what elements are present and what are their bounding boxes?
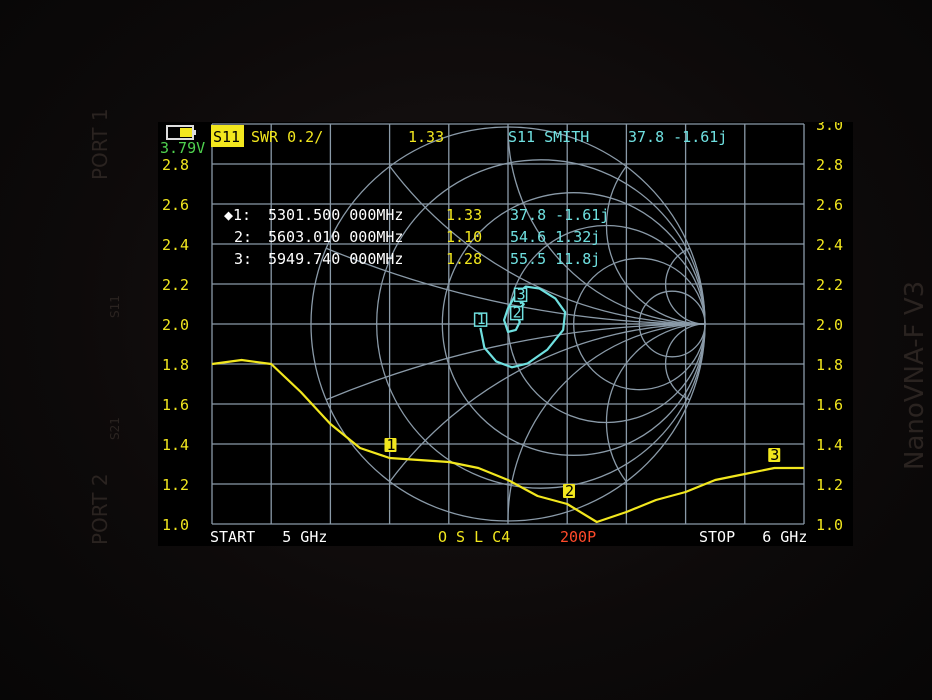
swr-marker-label: 2	[565, 482, 574, 500]
y-tick-label-right: 1.4	[816, 436, 843, 454]
y-tick-label-right: 1.8	[816, 356, 843, 374]
trace2-label[interactable]: S11 SMITH	[508, 128, 589, 146]
marker-2-impedance: 54.6 1.32j	[510, 228, 600, 246]
smith-reactance-arc	[507, 126, 706, 325]
swr-marker-3	[768, 448, 781, 462]
y-tick-label-left: 1.4	[162, 436, 189, 454]
y-tick-label-right: 1.0	[816, 516, 843, 534]
smith-reactance-arc	[664, 323, 706, 401]
s11-label: S11	[108, 295, 122, 318]
smith-reactance-arc	[325, 323, 706, 401]
smith-reactance-arc	[605, 166, 706, 325]
s21-label: S21	[108, 417, 122, 440]
y-tick-label-left: 1.2	[162, 476, 189, 494]
smith-marker-label: 1	[477, 310, 486, 328]
y-tick-label-left: 2.4	[162, 236, 189, 254]
marker-3-swr: 1.28	[446, 250, 482, 268]
smith-reactance-arc	[507, 323, 706, 522]
swr-marker-label: 1	[386, 436, 395, 454]
marker-3-freq: 5949.740 000MHz	[268, 250, 403, 268]
model-label: NanoVNA-F V3	[900, 280, 930, 470]
smith-marker-2	[509, 305, 524, 321]
trace2-value: 37.8 -1.61j	[628, 128, 727, 146]
marker-1-impedance: 37.8 -1.61j	[510, 206, 609, 224]
battery-icon	[166, 125, 196, 140]
marker-2-freq: 5603.010 000MHz	[268, 228, 403, 246]
trace1-channel-badge[interactable]	[211, 125, 244, 147]
y-tick-label-left: 1.6	[162, 396, 189, 414]
smith-reactance-arc	[664, 247, 706, 325]
marker-table: ◆1: 5301.500 000MHz 1.33 37.8 -1.61j 2: …	[224, 206, 609, 268]
y-tick-label-right: 2.8	[816, 156, 843, 174]
swr-marker-1	[384, 438, 397, 452]
marker-1-freq: 5301.500 000MHz	[268, 206, 403, 224]
marker-2-label: 2:	[234, 228, 252, 246]
battery-voltage: 3.79V	[160, 139, 205, 157]
y-tick-label-right: 1.2	[816, 476, 843, 494]
y-tick-label-left: 2.6	[162, 196, 189, 214]
swr-marker-2	[562, 484, 575, 498]
y-tick-label-right: 3.0	[816, 122, 843, 134]
smith-marker-3	[513, 287, 528, 303]
marker-1-label: ◆1:	[224, 206, 251, 224]
start-frequency[interactable]: START 5 GHz	[210, 528, 327, 546]
swr-trace	[211, 358, 804, 524]
smith-reactance-arc	[389, 166, 706, 325]
swr-marker-label: 3	[770, 446, 779, 464]
marker-2-swr: 1.10	[446, 228, 482, 246]
marker-3-label: 3:	[234, 250, 252, 268]
y-tick-label-right: 2.0	[816, 316, 843, 334]
trace1-channel: S11	[213, 128, 240, 146]
y-tick-label-left: 2.0	[162, 316, 189, 334]
port2-label: PORT 2	[88, 473, 112, 545]
y-tick-label-left: 2.8	[162, 156, 189, 174]
smith-marker-label: 2	[513, 304, 522, 322]
y-tick-label-right: 1.6	[816, 396, 843, 414]
smith-marker-label: 3	[517, 285, 526, 303]
smith-reactance-arc	[389, 323, 706, 482]
port1-label: PORT 1	[88, 108, 112, 180]
y-tick-label-left: 1.8	[162, 356, 189, 374]
sweep-points: 200P	[560, 528, 596, 546]
y-tick-label-right: 2.2	[816, 276, 843, 294]
y-tick-label-right: 2.6	[816, 196, 843, 214]
y-tick-label-left: 1.0	[162, 516, 189, 534]
smith-reactance-arc	[325, 247, 706, 325]
trace1-value: 1.33	[408, 128, 444, 146]
smith-reactance-arc	[605, 323, 706, 482]
calibration-status: O S L C4	[438, 528, 510, 546]
smith-marker-1	[473, 312, 488, 327]
plot-area: 1 23 123 2.82.62.42.22.01.81.61.41.21.03.…	[160, 122, 843, 546]
marker-3-impedance: 55.5 11.8j	[510, 250, 600, 268]
trace1-format[interactable]: SWR 0.2/	[251, 128, 323, 146]
y-tick-label-left: 2.2	[162, 276, 189, 294]
marker-1-swr: 1.33	[446, 206, 482, 224]
y-tick-label-right: 2.4	[816, 236, 843, 254]
stop-frequency[interactable]: STOP 6 GHz	[699, 528, 807, 546]
